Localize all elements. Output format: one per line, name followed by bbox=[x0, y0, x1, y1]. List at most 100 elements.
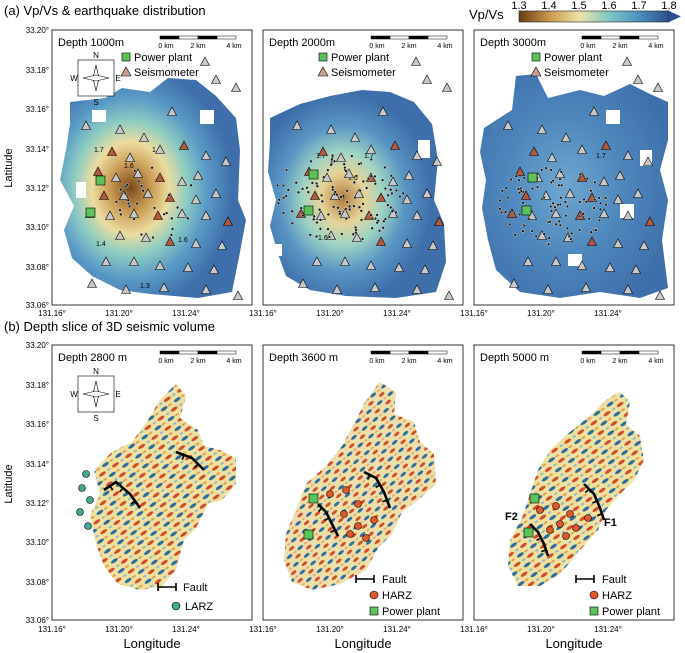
seismometer-marker bbox=[193, 170, 203, 180]
scale-bar-label: 2 km bbox=[401, 43, 416, 50]
seismometer-legend-icon bbox=[530, 66, 542, 77]
earthquake-dot bbox=[593, 197, 597, 202]
contour-label: 1.6 bbox=[318, 235, 328, 242]
seismometer-marker bbox=[615, 170, 625, 180]
seismometer-marker bbox=[509, 278, 519, 288]
earthquake-dot bbox=[315, 220, 319, 225]
earthquake-dot bbox=[300, 187, 305, 191]
scale-bar-segment bbox=[600, 35, 621, 40]
data-gap bbox=[606, 110, 620, 124]
earthquake-dot bbox=[315, 234, 319, 239]
harz-marker bbox=[584, 514, 592, 522]
seismometer-marker bbox=[402, 194, 412, 204]
earthquake-dot bbox=[170, 227, 175, 231]
power-plant-legend-icon bbox=[318, 52, 328, 62]
harz-marker bbox=[572, 524, 580, 532]
scale-bar-label: 0 km bbox=[580, 358, 595, 365]
y-tick-label: 33.08° bbox=[26, 578, 49, 587]
seismometer-marker bbox=[340, 256, 350, 266]
earthquake-dot bbox=[357, 205, 362, 209]
seismometer-marker bbox=[420, 264, 430, 274]
legend-power-plant: Power plant bbox=[602, 606, 660, 618]
seismometer-marker bbox=[129, 256, 139, 266]
legend-power-plant: Power plant bbox=[544, 52, 602, 64]
data-gap bbox=[76, 182, 86, 198]
earthquake-dot bbox=[517, 178, 521, 182]
power-plant-marker bbox=[303, 205, 314, 216]
seismometer-marker bbox=[370, 282, 380, 292]
earthquake-dot bbox=[284, 194, 288, 198]
seismometer-marker bbox=[133, 168, 143, 178]
panel-a1: 1.7 1.7 1.6 1.6 1.4 1.3 Depth 1000m Powe… bbox=[51, 29, 253, 306]
scale-bar-label: 0 km bbox=[369, 358, 384, 365]
y-tick-label: 33.18° bbox=[26, 66, 49, 75]
seismometer-marker bbox=[599, 208, 609, 218]
seismometer-marker bbox=[623, 150, 633, 160]
compass-letter: S bbox=[93, 414, 98, 423]
legend-harz: HARZ bbox=[602, 590, 632, 602]
earthquake-dot bbox=[577, 214, 582, 218]
earthquake-dot bbox=[594, 228, 598, 232]
earthquake-dot bbox=[506, 196, 510, 200]
earthquake-dot bbox=[119, 188, 123, 192]
contour-label: 1.7 bbox=[94, 147, 104, 154]
earthquake-dot bbox=[598, 207, 602, 211]
seismometer-marker bbox=[655, 290, 665, 300]
earthquake-dot bbox=[322, 175, 326, 179]
earthquake-dot bbox=[327, 235, 332, 239]
colorbar-extend-arrow bbox=[669, 11, 681, 22]
x-tick-label: 131.20° bbox=[316, 625, 344, 634]
seismometer-marker bbox=[183, 262, 193, 272]
seismometer-marker bbox=[159, 282, 169, 292]
earthquake-dot bbox=[577, 228, 582, 232]
earthquake-dot bbox=[534, 234, 538, 238]
scale-bar-label: 2 km bbox=[612, 43, 627, 50]
earthquake-dot bbox=[315, 184, 319, 188]
seismometer-marker bbox=[312, 256, 322, 266]
earthquake-dot bbox=[339, 195, 343, 199]
seismometer-marker bbox=[577, 172, 587, 182]
seismometer-marker bbox=[105, 210, 115, 220]
harz-legend-icon bbox=[589, 590, 599, 600]
earthquake-dot bbox=[559, 170, 563, 174]
legend-power-plant: Power plant bbox=[382, 606, 440, 618]
y-tick-label: 33.18° bbox=[26, 381, 49, 390]
legend-fault: Fault bbox=[382, 574, 406, 586]
seismometer-marker bbox=[653, 82, 663, 92]
seismometer-marker bbox=[119, 190, 129, 200]
scale-bar-segment bbox=[408, 35, 429, 40]
x-tick-label: 131.24° bbox=[594, 625, 622, 634]
x-tick-label: 131.24° bbox=[383, 625, 411, 634]
seismometer-marker bbox=[87, 278, 97, 288]
seismic-volume-slice bbox=[90, 384, 236, 590]
y-tick-label: 33.12° bbox=[26, 184, 49, 193]
scale-bar-label: 0 km bbox=[369, 43, 384, 50]
scale-bar-segment bbox=[370, 35, 391, 40]
compass-letter: E bbox=[115, 74, 120, 83]
earthquake-dot bbox=[375, 221, 379, 225]
power-plant-marker bbox=[523, 527, 534, 538]
earthquake-dot bbox=[386, 193, 390, 197]
earthquake-dot bbox=[277, 198, 281, 202]
earthquake-dot bbox=[558, 177, 562, 181]
earthquake-dot bbox=[569, 237, 573, 241]
earthquake-dot bbox=[375, 213, 379, 217]
y-tick-label: 33.20° bbox=[26, 341, 49, 350]
earthquake-dot bbox=[352, 180, 356, 184]
power-plant-legend-icon bbox=[589, 606, 599, 616]
scale-bar-segment bbox=[619, 35, 640, 40]
seismometer-marker bbox=[115, 124, 125, 134]
seismometer-marker bbox=[340, 208, 350, 218]
earthquake-dot bbox=[535, 185, 540, 189]
earthquake-dot bbox=[521, 229, 525, 233]
compass-rose-icon: N E S W bbox=[70, 367, 120, 423]
seismometer-marker bbox=[326, 124, 336, 134]
earthquake-dot bbox=[540, 168, 544, 172]
scale-bar: 0 km 2 km 4 km bbox=[369, 35, 453, 50]
earthquake-dot bbox=[547, 236, 551, 240]
y-tick-label: 33.14° bbox=[26, 145, 49, 154]
seismometer-marker bbox=[352, 232, 362, 242]
seismometer-marker bbox=[141, 232, 151, 242]
compass-needle bbox=[82, 74, 110, 82]
panel-b3-marks bbox=[523, 483, 606, 557]
